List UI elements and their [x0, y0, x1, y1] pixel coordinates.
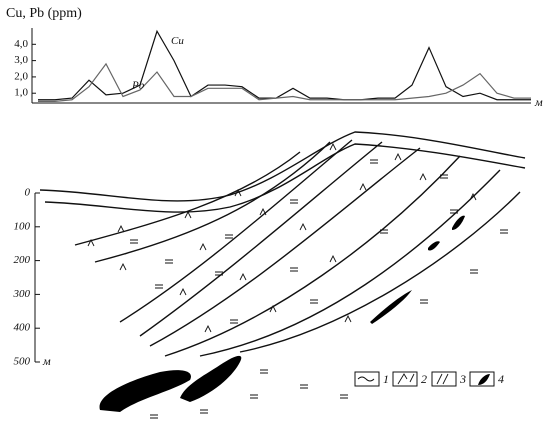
legend-label: 4: [498, 372, 504, 386]
chart-title: Cu, Pb (ppm): [6, 6, 82, 21]
depth-label: 200: [14, 254, 31, 266]
ore-body: [100, 370, 191, 412]
series-line: [38, 31, 531, 99]
figure: Cu, Pb (ppm) м 1 2 3: [0, 0, 545, 426]
depth-label: 500: [14, 356, 31, 368]
legend-symbol: [398, 374, 414, 384]
ore-body: [452, 216, 465, 230]
surface: [40, 132, 525, 201]
y-tick-label: 2,0: [14, 70, 28, 82]
legend-swatch: [393, 372, 417, 386]
depth-label: 0: [25, 187, 31, 199]
depth-label: 100: [14, 220, 31, 232]
layer-boundary: [140, 142, 382, 336]
layer-boundary: [165, 156, 460, 356]
layer-boundary: [75, 152, 300, 245]
legend-label: 2: [421, 372, 427, 386]
layer-boundary: [240, 192, 520, 352]
legend-symbol: [437, 374, 448, 384]
surface-base: [45, 144, 525, 212]
series-label: Pb: [131, 79, 145, 91]
layer-boundary: [200, 170, 500, 356]
series-line: [38, 64, 531, 102]
series-label: Cu: [171, 35, 184, 47]
legend-label: 3: [459, 372, 466, 386]
depth-label: 300: [13, 288, 31, 300]
legend: 1 2 3 4: [355, 372, 504, 386]
y-tick-label: 3,0: [14, 54, 28, 66]
y-tick-label: 4,0: [14, 38, 28, 50]
ore-body: [370, 290, 412, 324]
x-unit: м: [534, 95, 543, 109]
ore-body: [428, 241, 440, 250]
cross-section: 1 2 3 4 м: [35, 132, 525, 418]
depth-unit: м: [42, 354, 51, 368]
legend-symbol: [478, 374, 490, 385]
legend-swatch: [432, 372, 456, 386]
legend-label: 1: [383, 372, 389, 386]
depth-label: 400: [14, 322, 31, 334]
y-tick-label: 1,0: [14, 87, 28, 99]
legend-symbol: [358, 377, 374, 381]
